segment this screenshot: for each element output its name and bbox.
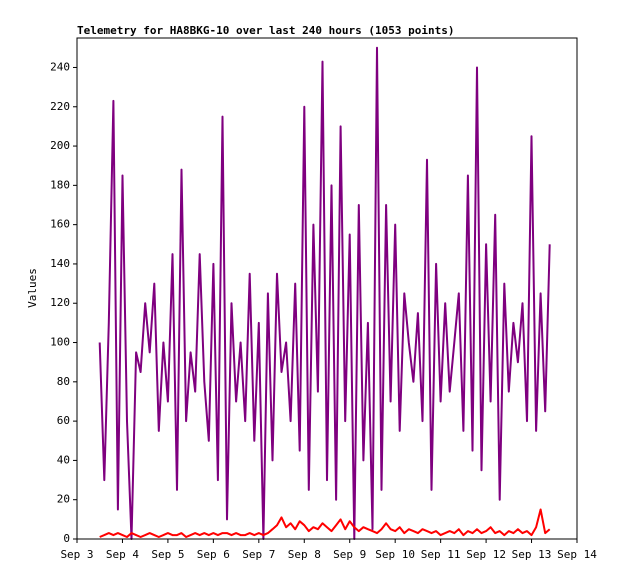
y-tick-label: 200 <box>50 139 70 152</box>
y-tick-label: 180 <box>50 178 70 191</box>
x-tick-label: Sep 12 <box>466 548 506 561</box>
chart-title: Telemetry for HA8BKG-10 over last 240 ho… <box>77 24 455 37</box>
x-tick-label: Sep 9 <box>333 548 366 561</box>
y-tick-label: 240 <box>50 60 70 73</box>
x-tick-label: Sep 4 <box>106 548 139 561</box>
x-tick-label: Sep 14 <box>557 548 597 561</box>
x-tick-label: Sep 5 <box>151 548 184 561</box>
y-tick-label: 80 <box>57 375 70 388</box>
y-tick-label: 140 <box>50 257 70 270</box>
series-line <box>98 46 551 540</box>
x-tick-label: Sep 10 <box>375 548 415 561</box>
x-tick-label: Sep 7 <box>242 548 275 561</box>
x-tick-label: Sep 13 <box>512 548 552 561</box>
y-tick-label: 160 <box>50 218 70 231</box>
y-tick-label: 0 <box>63 532 70 545</box>
x-tick-label: Sep 6 <box>197 548 230 561</box>
y-tick-label: 120 <box>50 296 70 309</box>
y-tick-label: 20 <box>57 493 70 506</box>
y-tick-label: 220 <box>50 100 70 113</box>
y-tick-label: 40 <box>57 453 70 466</box>
x-tick-label: Sep 8 <box>288 548 321 561</box>
series-line <box>99 508 551 538</box>
y-axis-label: Values <box>26 268 39 308</box>
plot-frame <box>76 37 578 540</box>
y-tick-label: 100 <box>50 336 70 349</box>
x-tick-label: Sep 11 <box>421 548 461 561</box>
y-tick-label: 60 <box>57 414 70 427</box>
x-tick-label: Sep 3 <box>60 548 93 561</box>
